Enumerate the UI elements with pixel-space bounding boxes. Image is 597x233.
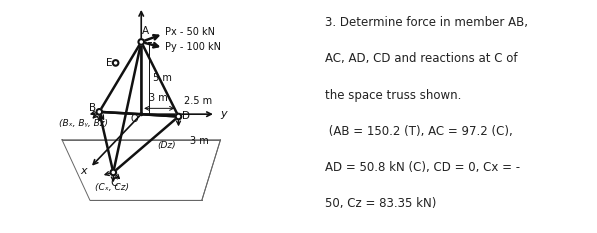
Text: AC, AD, CD and reactions at C of: AC, AD, CD and reactions at C of (325, 52, 517, 65)
Text: 3 m: 3 m (149, 93, 168, 103)
Text: 3 m: 3 m (190, 136, 208, 146)
Text: (Bₓ, Bᵧ, Bz): (Bₓ, Bᵧ, Bz) (59, 119, 107, 128)
Text: z: z (139, 0, 144, 1)
Circle shape (113, 60, 118, 66)
Text: 2.5 m: 2.5 m (184, 96, 213, 106)
Text: A: A (143, 26, 149, 36)
Text: 50, Cz = 83.35 kN): 50, Cz = 83.35 kN) (325, 197, 436, 210)
Text: (Cₓ, Cz): (Cₓ, Cz) (95, 183, 128, 192)
Text: the space truss shown.: the space truss shown. (325, 89, 461, 102)
Circle shape (110, 170, 116, 175)
Text: Py - 100 kN: Py - 100 kN (165, 42, 221, 52)
Circle shape (97, 109, 102, 115)
Text: y: y (220, 109, 227, 119)
Text: C: C (110, 178, 118, 188)
Text: Px - 50 kN: Px - 50 kN (165, 27, 215, 37)
Text: D: D (182, 111, 190, 121)
Circle shape (139, 39, 144, 45)
Circle shape (140, 113, 143, 116)
Text: (AB = 150.2 (T), AC = 97.2 (C),: (AB = 150.2 (T), AC = 97.2 (C), (325, 125, 512, 138)
Text: O: O (130, 114, 138, 124)
Text: 3. Determine force in member AB,: 3. Determine force in member AB, (325, 16, 528, 29)
Circle shape (176, 114, 181, 119)
Text: E: E (106, 58, 113, 68)
Text: (Dz): (Dz) (158, 141, 176, 150)
Text: AD = 50.8 kN (C), CD = 0, Cx = -: AD = 50.8 kN (C), CD = 0, Cx = - (325, 161, 520, 174)
Text: x: x (80, 166, 87, 176)
Text: 5 m: 5 m (153, 73, 172, 83)
Text: B: B (89, 103, 96, 113)
